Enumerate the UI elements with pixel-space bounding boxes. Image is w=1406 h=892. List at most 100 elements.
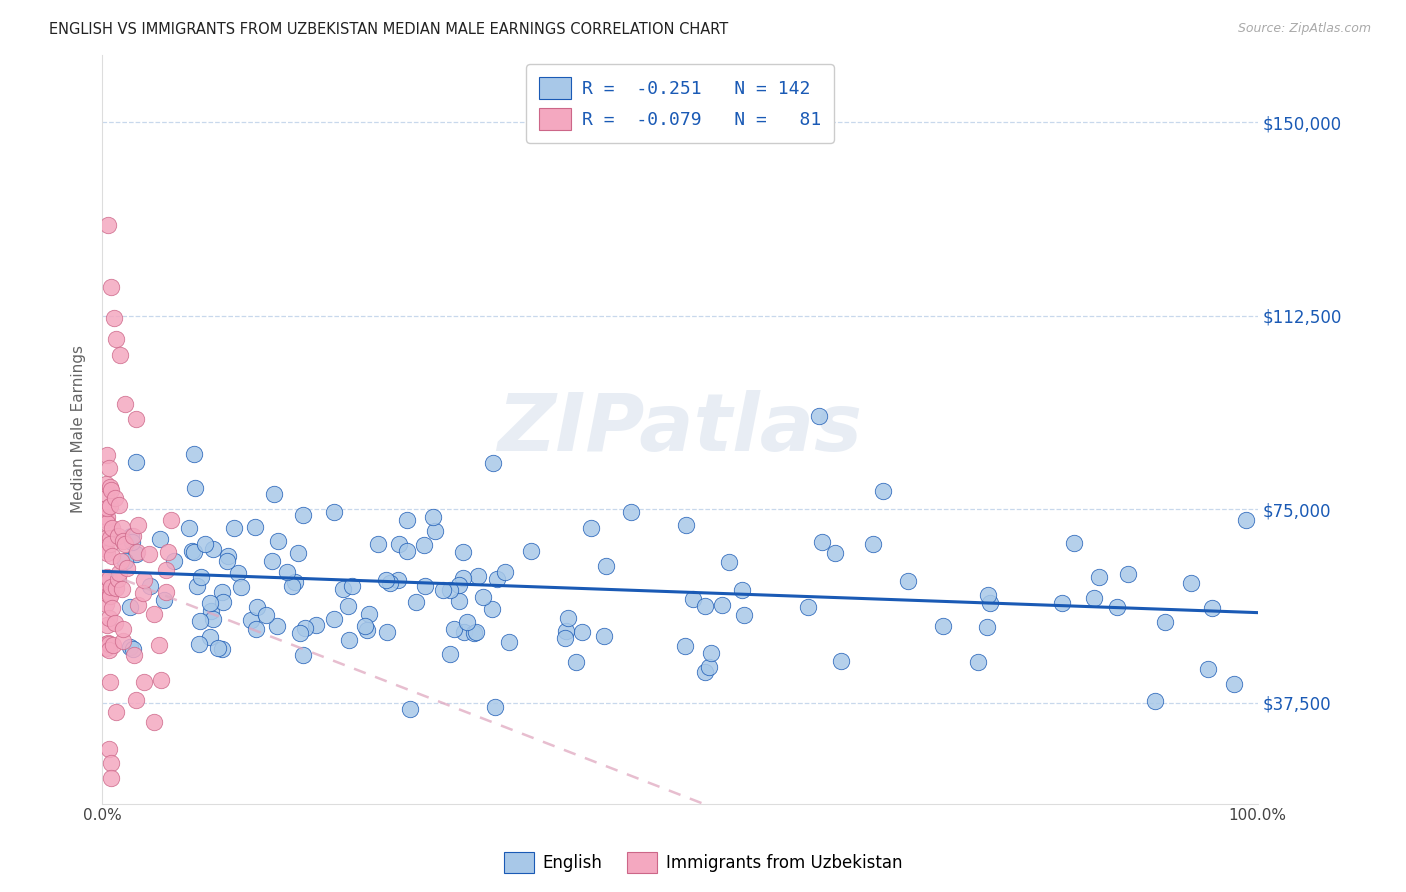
Point: [96, 546, 118, 560]
Point: [807, 409, 830, 424]
Point: [122, 648, 145, 663]
Point: [357, 607, 380, 621]
Point: [96, 636, 118, 650]
Point: [97, 643, 120, 657]
Point: [367, 536, 389, 550]
Point: [96, 516, 118, 531]
Point: [245, 622, 267, 636]
Point: [395, 513, 418, 527]
Point: [266, 619, 288, 633]
Point: [579, 521, 602, 535]
Point: [872, 484, 894, 499]
Legend: English, Immigrants from Uzbekistan: English, Immigrants from Uzbekistan: [498, 846, 908, 880]
Point: [111, 521, 134, 535]
Point: [675, 518, 697, 533]
Point: [673, 639, 696, 653]
Point: [415, 579, 437, 593]
Point: [494, 566, 516, 580]
Point: [1087, 570, 1109, 584]
Point: [862, 537, 884, 551]
Point: [571, 625, 593, 640]
Point: [811, 534, 834, 549]
Point: [682, 592, 704, 607]
Point: [96, 476, 118, 491]
Point: [194, 537, 217, 551]
Point: [108, 347, 131, 361]
Point: [148, 638, 170, 652]
Point: [100, 771, 122, 785]
Point: [222, 521, 245, 535]
Point: [464, 624, 486, 639]
Point: [323, 505, 346, 519]
Point: [94, 597, 117, 611]
Point: [183, 448, 205, 462]
Point: [291, 508, 314, 522]
Point: [557, 611, 579, 625]
Point: [830, 654, 852, 668]
Point: [177, 521, 200, 535]
Point: [398, 702, 420, 716]
Point: [211, 641, 233, 656]
Point: [439, 648, 461, 662]
Point: [977, 588, 1000, 602]
Point: [697, 660, 720, 674]
Point: [121, 534, 143, 549]
Point: [554, 631, 576, 645]
Point: [1197, 662, 1219, 676]
Point: [595, 558, 617, 573]
Point: [160, 513, 183, 527]
Point: [276, 565, 298, 579]
Point: [1050, 596, 1073, 610]
Point: [281, 579, 304, 593]
Point: [229, 580, 252, 594]
Point: [211, 585, 233, 599]
Point: [96, 586, 118, 600]
Point: [797, 599, 820, 614]
Point: [121, 529, 143, 543]
Point: [97, 219, 120, 233]
Point: [96, 500, 118, 515]
Point: [486, 572, 509, 586]
Point: [100, 580, 122, 594]
Text: Source: ZipAtlas.com: Source: ZipAtlas.com: [1237, 22, 1371, 36]
Point: [142, 714, 165, 729]
Point: [375, 625, 398, 640]
Point: [471, 590, 494, 604]
Point: [693, 599, 716, 613]
Point: [342, 579, 364, 593]
Point: [142, 607, 165, 622]
Point: [111, 582, 134, 596]
Point: [412, 539, 434, 553]
Point: [94, 513, 117, 527]
Point: [96, 570, 118, 584]
Point: [200, 595, 222, 609]
Point: [733, 608, 755, 623]
Point: [101, 549, 124, 563]
Point: [520, 544, 543, 558]
Point: [114, 554, 136, 568]
Point: [467, 569, 489, 583]
Point: [979, 596, 1001, 610]
Point: [98, 499, 121, 513]
Point: [97, 637, 120, 651]
Point: [98, 480, 121, 494]
Point: [1116, 567, 1139, 582]
Point: [200, 605, 222, 619]
Point: [294, 621, 316, 635]
Point: [125, 692, 148, 706]
Point: [592, 628, 614, 642]
Point: [107, 572, 129, 586]
Text: ENGLISH VS IMMIGRANTS FROM UZBEKISTAN MEDIAN MALE EARNINGS CORRELATION CHART: ENGLISH VS IMMIGRANTS FROM UZBEKISTAN ME…: [49, 22, 728, 37]
Point: [422, 509, 444, 524]
Point: [183, 544, 205, 558]
Point: [111, 633, 134, 648]
Point: [1083, 591, 1105, 606]
Point: [94, 583, 117, 598]
Point: [695, 665, 717, 680]
Point: [405, 595, 427, 609]
Point: [1180, 575, 1202, 590]
Point: [124, 412, 146, 426]
Point: [291, 648, 314, 662]
Point: [554, 624, 576, 639]
Point: [138, 547, 160, 561]
